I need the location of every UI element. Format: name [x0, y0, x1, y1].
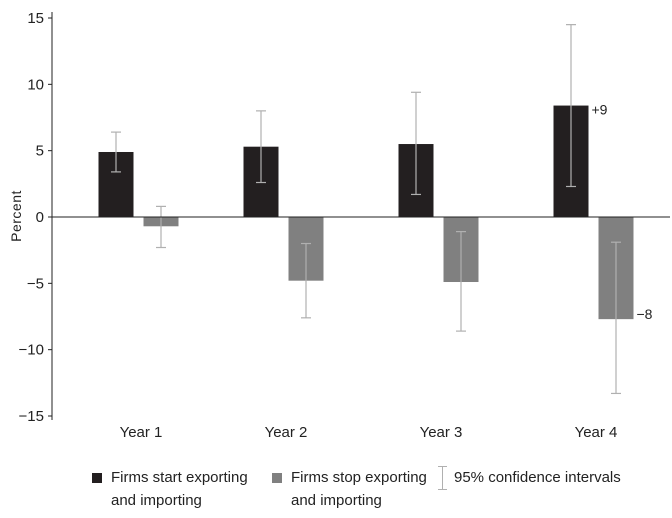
error-bar	[411, 91, 421, 196]
legend-item-ci: 95% confidence intervals	[438, 466, 621, 490]
error-bar	[566, 24, 576, 188]
legend-label-start-line2: and importing	[111, 492, 202, 509]
x-category-label: Year 2	[265, 424, 308, 441]
legend-swatch-stop	[272, 473, 282, 483]
legend-item-stop: Firms stop exporting and importing	[272, 466, 427, 512]
error-bar	[111, 131, 121, 173]
y-tick-label: −15	[19, 408, 44, 425]
legend-label-start-line1: Firms start exporting	[111, 469, 248, 486]
legend: Firms start exporting and importing Firm…	[92, 466, 662, 514]
data-label: +9	[592, 102, 608, 118]
x-category-label: Year 4	[575, 424, 618, 441]
legend-label-stop: Firms stop exporting and importing	[291, 466, 427, 512]
error-bar	[456, 230, 466, 332]
error-bar	[256, 110, 266, 184]
y-tick-label: 15	[27, 10, 44, 27]
error-bars	[111, 24, 621, 395]
legend-label-stop-line2: and importing	[291, 492, 382, 509]
y-tick-label: −5	[27, 275, 44, 292]
x-category-label: Year 1	[120, 424, 163, 441]
y-tick-label: −10	[19, 342, 44, 359]
y-axis-label: Percent	[8, 190, 24, 242]
legend-label-ci: 95% confidence intervals	[454, 469, 621, 486]
legend-label-stop-line1: Firms stop exporting	[291, 469, 427, 486]
y-tick-label: 10	[27, 76, 44, 93]
category-labels: Year 1 Year 2 Year 3 Year 4	[120, 424, 618, 441]
y-tick-label: 5	[36, 143, 44, 160]
error-bar	[156, 205, 166, 249]
bars	[98, 105, 634, 320]
error-bar	[301, 242, 311, 319]
error-bar	[611, 241, 621, 395]
confidence-interval-icon	[438, 466, 448, 490]
data-label: −8	[637, 306, 653, 322]
legend-swatch-start	[92, 473, 102, 483]
legend-label-start: Firms start exporting and importing	[111, 466, 248, 512]
legend-item-start: Firms start exporting and importing	[92, 466, 248, 512]
y-axis: 15 10 5 0 −5 −10 −15	[19, 10, 53, 425]
x-category-label: Year 3	[420, 424, 463, 441]
y-tick-label: 0	[36, 209, 44, 226]
data-labels: +9 −8	[592, 102, 653, 323]
